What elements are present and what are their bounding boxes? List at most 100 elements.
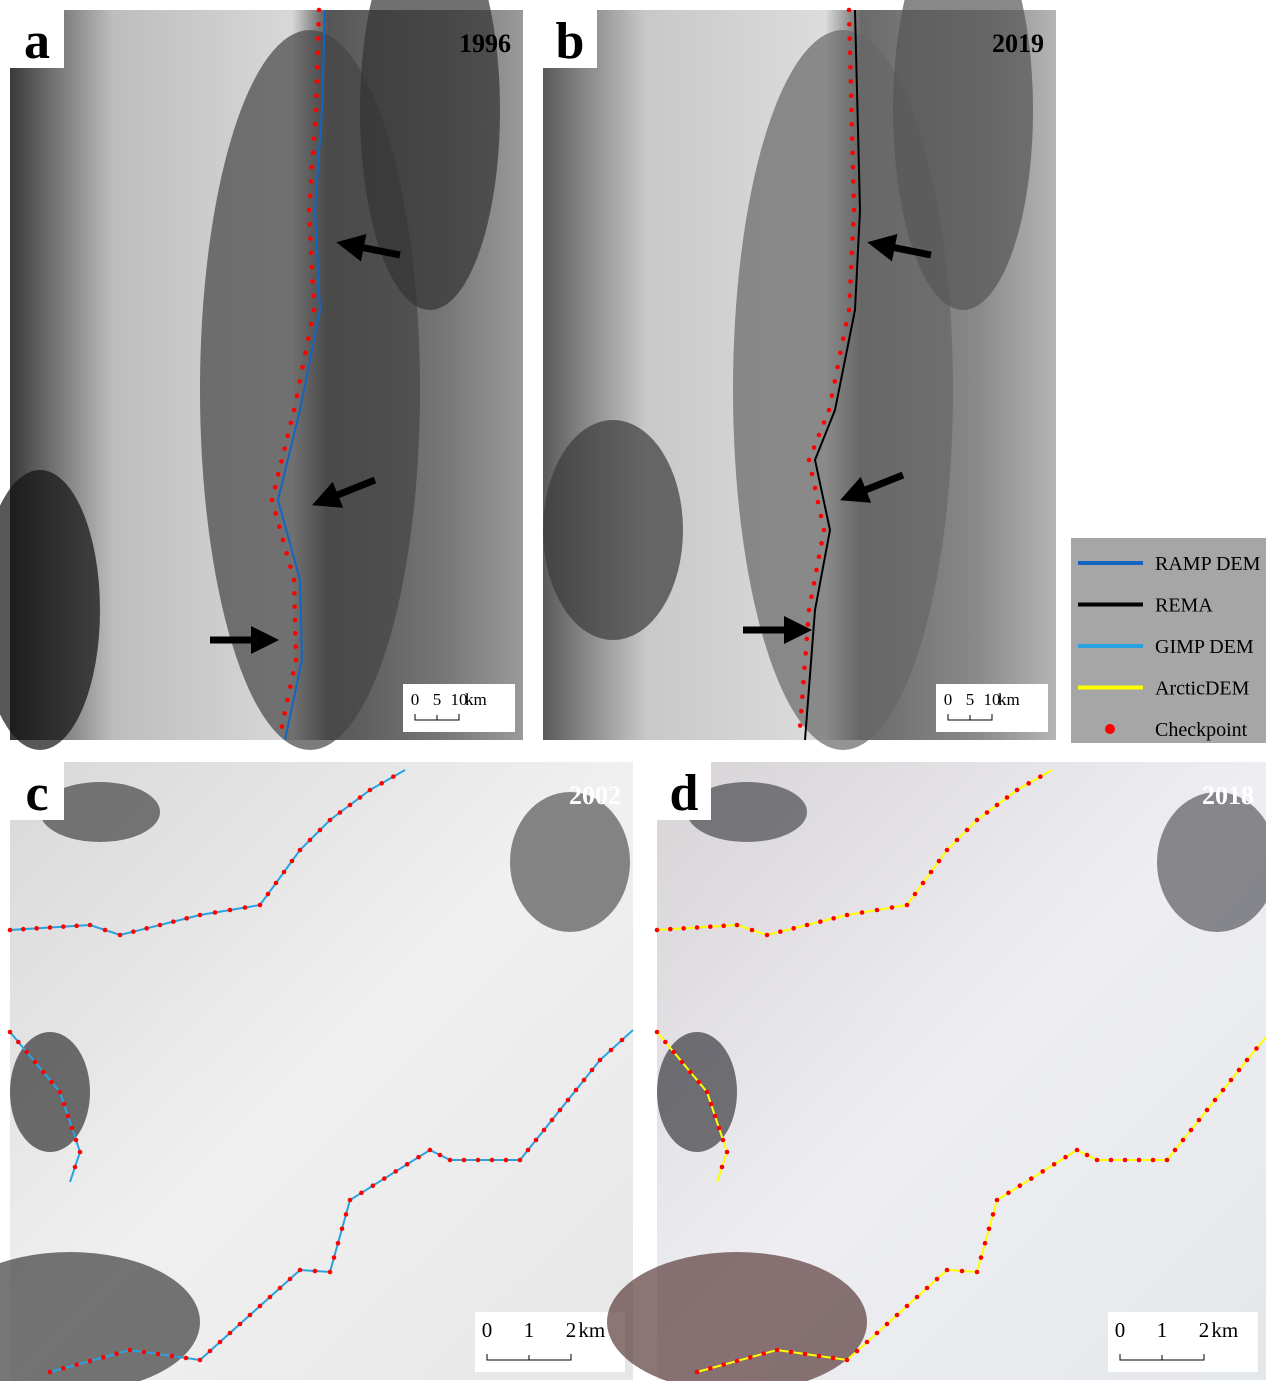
checkpoint-dot <box>158 923 163 928</box>
checkpoint-dot <box>860 910 865 915</box>
checkpoint-dot <box>789 1350 794 1355</box>
checkpoint-dot <box>847 8 852 13</box>
checkpoint-dot <box>142 1350 147 1355</box>
scale-bar-label: 0 <box>482 1318 493 1342</box>
checkpoint-dot <box>128 1348 133 1353</box>
checkpoint-dot <box>393 1169 398 1174</box>
checkpoint-dot <box>288 564 293 569</box>
checkpoint-dot <box>8 1030 13 1035</box>
checkpoint-dot <box>850 136 855 141</box>
checkpoint-dot <box>306 336 311 341</box>
checkpoint-dot <box>534 1138 539 1143</box>
checkpoint-dot <box>708 924 713 929</box>
checkpoint-dot <box>228 908 233 913</box>
checkpoint-dot <box>198 1358 203 1363</box>
checkpoint-dot <box>598 1058 603 1063</box>
checkpoint-dot <box>270 498 275 503</box>
checkpoint-dot <box>285 698 290 703</box>
checkpoint-dot <box>144 926 149 931</box>
checkpoint-dot <box>1029 1176 1034 1181</box>
checkpoint-dot <box>228 1331 233 1336</box>
checkpoint-dot <box>680 1060 685 1065</box>
checkpoint-dot <box>340 1227 345 1232</box>
checkpoint-dot <box>806 622 811 627</box>
checkpoint-dot <box>438 1153 443 1158</box>
checkpoint-dot <box>314 93 319 98</box>
checkpoint-dot <box>1151 1158 1156 1163</box>
checkpoint-dot <box>802 665 807 670</box>
checkpoint-dot <box>721 1138 726 1143</box>
checkpoint-dot <box>849 108 854 113</box>
checkpoint-dot <box>937 859 942 864</box>
checkpoint-dot <box>709 1102 714 1107</box>
checkpoint-dot <box>315 65 320 70</box>
checkpoint-dot <box>717 1126 722 1131</box>
scale-bar-label: 2 <box>566 1318 577 1342</box>
checkpoint-dot <box>819 514 824 519</box>
checkpoint-dot <box>416 1155 421 1160</box>
checkpoint-dot <box>74 1362 79 1367</box>
checkpoint-dot <box>720 1165 725 1170</box>
checkpoint-dot <box>945 1268 950 1273</box>
checkpoint-dot <box>708 1366 713 1371</box>
checkpoint-dot <box>983 1241 988 1246</box>
checkpoint-dot <box>310 165 315 170</box>
checkpoint-dot <box>311 293 316 298</box>
checkpoint-dot <box>336 1241 341 1246</box>
checkpoint-dot <box>292 591 297 596</box>
checkpoint-dot <box>875 908 880 913</box>
checkpoint-dot <box>681 926 686 931</box>
checkpoint-dot <box>476 1158 481 1163</box>
checkpoint-dot <box>816 500 821 505</box>
checkpoint-dot <box>735 923 740 928</box>
scale-bar-unit: km <box>465 690 487 709</box>
checkpoint-dot <box>855 1349 860 1354</box>
checkpoint-dot <box>248 1313 253 1318</box>
checkpoint-dot <box>817 554 822 559</box>
checkpoint-dot <box>88 923 93 928</box>
checkpoint-dot <box>851 165 856 170</box>
checkpoint-dot <box>313 122 318 127</box>
checkpoint-dot <box>300 365 305 370</box>
checkpoint-dot <box>671 1050 676 1055</box>
checkpoint-dot <box>48 1370 53 1375</box>
scale-bar-unit: km <box>998 690 1020 709</box>
checkpoint-dot <box>1038 774 1043 779</box>
checkpoint-dot <box>295 393 300 398</box>
checkpoint-dot <box>462 1158 467 1163</box>
checkpoint-dot <box>830 393 835 398</box>
checkpoint-dot <box>807 608 812 613</box>
checkpoint-dot <box>328 1270 333 1275</box>
checkpoint-dot <box>1075 1148 1080 1153</box>
checkpoint-dot <box>391 774 396 779</box>
checkpoint-dot <box>310 265 315 270</box>
map-panel: d2018012km <box>607 762 1266 1381</box>
checkpoint-dot <box>184 916 189 921</box>
panel-letter: c <box>25 765 48 822</box>
checkpoint-dot <box>316 22 321 27</box>
checkpoint-dot <box>558 1108 563 1113</box>
checkpoint-dot <box>765 933 770 938</box>
checkpoint-dot <box>49 1080 54 1085</box>
checkpoint-dot <box>850 122 855 127</box>
checkpoint-dot <box>114 1351 119 1356</box>
checkpoint-dot <box>809 594 814 599</box>
checkpoint-dot <box>314 108 319 113</box>
checkpoint-dot <box>218 1340 223 1345</box>
checkpoint-dot <box>851 222 856 227</box>
checkpoint-dot <box>298 1268 303 1273</box>
checkpoint-dot <box>696 1080 701 1085</box>
checkpoint-dot <box>348 803 353 808</box>
checkpoint-dot <box>293 644 298 649</box>
scale-bar-unit: km <box>1211 1318 1238 1342</box>
checkpoint-dot <box>852 208 857 213</box>
checkpoint-dot <box>831 1356 836 1361</box>
checkpoint-dot <box>831 916 836 921</box>
checkpoint-dot <box>258 903 263 908</box>
checkpoint-dot <box>78 1150 83 1155</box>
legend-label: GIMP DEM <box>1155 636 1254 658</box>
checkpoint-dot <box>103 928 108 933</box>
checkpoint-dot <box>171 919 176 924</box>
checkpoint-dot <box>850 236 855 241</box>
terrain-shade <box>10 1032 90 1152</box>
